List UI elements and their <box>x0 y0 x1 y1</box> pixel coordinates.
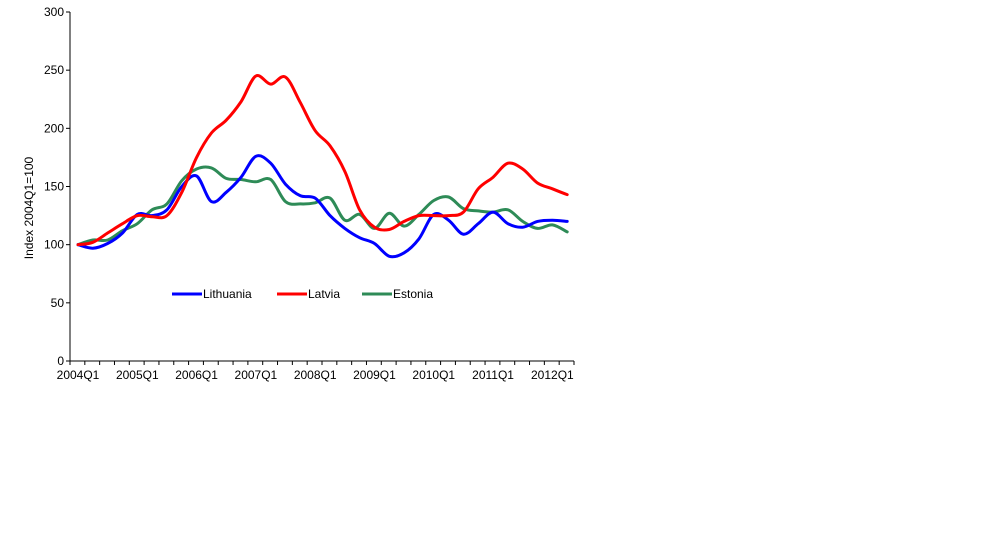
series-line-estonia <box>76 165 569 247</box>
y-tick-label: 0 <box>57 354 64 368</box>
x-tick-label: 2007Q1 <box>235 368 278 382</box>
x-tick-label: 2005Q1 <box>116 368 159 382</box>
x-axis: 2004Q1 2005Q1 2006Q1 2007Q1 2008Q1 2009Q1 2010… <box>57 360 575 382</box>
x-tick-label: 2006Q1 <box>175 368 218 382</box>
x-tick-label: 2009Q1 <box>353 368 396 382</box>
x-tick-label: 2011Q1 <box>472 368 514 382</box>
y-tick-label: 300 <box>44 5 64 19</box>
y-tick-label: 50 <box>51 296 65 310</box>
y-axis: 0 50 100 150 200 250 300 <box>44 5 71 368</box>
x-tick-label: 2010Q1 <box>412 368 455 382</box>
y-tick-label: 200 <box>44 121 64 135</box>
x-tick-label: 2004Q1 <box>57 368 100 382</box>
y-axis-title: Index 2004Q1=100 <box>22 156 36 259</box>
legend-label-latvia: Latvia <box>308 287 340 301</box>
y-tick-label: 150 <box>44 180 64 194</box>
x-tick-label: 2008Q1 <box>294 368 337 382</box>
x-tick-label: 2012Q1 <box>531 368 574 382</box>
y-tick-label: 100 <box>44 238 64 252</box>
series-line-latvia <box>76 74 569 247</box>
legend-label-lithuania: Lithuania <box>203 287 252 301</box>
legend: Lithuania Latvia Estonia <box>172 287 433 301</box>
series-line-lithuania <box>76 154 569 259</box>
series-lines <box>76 74 569 259</box>
legend-label-estonia: Estonia <box>393 287 433 301</box>
y-tick-label: 250 <box>44 63 64 77</box>
